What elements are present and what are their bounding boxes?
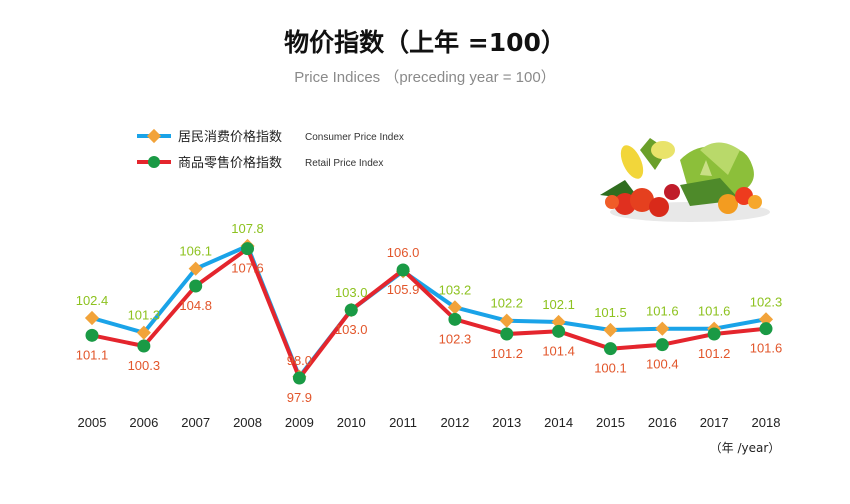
rpi-data-label-2007-below: 104.8	[179, 298, 212, 313]
rpi-point-2006	[137, 339, 151, 353]
legend: 居民消费价格指数 Consumer Price Index 商品零售价格指数 R…	[137, 128, 404, 171]
rpi-point-2009	[292, 371, 306, 385]
cpi-point-2012	[447, 300, 462, 315]
rpi-data-label-2005-below: 101.1	[76, 347, 109, 362]
rpi-data-label-2008-below: 107.6	[231, 261, 264, 276]
rpi-data-label-2015-below: 100.1	[594, 361, 627, 376]
x-tick-2009: 2009	[285, 415, 314, 430]
rpi-point-2017	[707, 327, 721, 341]
rpi-data-label-2010-below: 103.0	[335, 322, 368, 337]
series-markers	[84, 238, 774, 385]
cpi-data-label-2012-above: 103.2	[439, 282, 472, 297]
rpi-point-2008	[241, 242, 255, 256]
x-tick-2010: 2010	[337, 415, 366, 430]
cpi-point-2005	[84, 310, 100, 326]
cpi-data-label-2015-above: 101.5	[594, 305, 627, 320]
legend-cpi-marker	[146, 128, 162, 144]
rpi-point-2018	[759, 322, 773, 336]
legend-rpi-label-en: Retail Price Index	[305, 158, 383, 169]
legend-cpi-label-en: Consumer Price Index	[305, 132, 404, 143]
cpi-data-label-2014-above: 102.1	[542, 297, 575, 312]
rpi-data-label-2016-below: 100.4	[646, 357, 679, 372]
cpi-data-label-2008-above: 107.8	[231, 221, 264, 236]
rpi-point-2011	[396, 263, 410, 277]
cpi-data-label-2010-above: 103.0	[335, 285, 368, 300]
chart-title-cn: 物价指数（上年 =100）	[284, 28, 566, 57]
rpi-data-label-2009-below: 97.9	[287, 390, 312, 405]
rpi-point-2015	[603, 342, 617, 356]
rpi-point-2013	[500, 327, 514, 341]
data-labels: 102.4 101.3 106.1 107.8 98.0 103.0 105.9 103.2 1…	[76, 221, 783, 405]
x-tick-2015: 2015	[596, 415, 625, 430]
x-axis-tick-labels: 2005 2006 2007 2008 2009 2010 2011 2012 2013 2014…	[78, 415, 781, 430]
rpi-data-label-2012-below: 102.3	[439, 331, 472, 346]
x-tick-2018: 2018	[752, 415, 781, 430]
cpi-point-2016	[655, 321, 670, 336]
legend-rpi-marker	[148, 156, 160, 168]
cpi-point-2006	[136, 325, 151, 340]
rpi-data-label-2011-below: 105.9	[387, 282, 420, 297]
legend-rpi-label-cn: 商品零售价格指数	[178, 155, 282, 171]
x-tick-2013: 2013	[492, 415, 521, 430]
rpi-point-2014	[552, 324, 566, 338]
rpi-point-2012	[448, 312, 462, 326]
x-axis-unit-label: （年 /year）	[710, 441, 781, 455]
cpi-data-label-2006-above: 101.3	[128, 308, 161, 323]
rpi-data-label-2009-above: 98.0	[287, 353, 312, 368]
cpi-point-2014	[551, 314, 566, 330]
cpi-data-label-2007-above: 106.1	[179, 244, 212, 259]
rpi-point-2005	[85, 328, 99, 342]
rpi-data-label-2006-below: 100.3	[128, 358, 161, 373]
chart-title-en: Price Indices （preceding year = 100）	[294, 69, 555, 86]
rpi-data-label-2018-below: 101.6	[750, 341, 783, 356]
x-tick-2017: 2017	[700, 415, 729, 430]
x-tick-2014: 2014	[544, 415, 573, 430]
x-tick-2006: 2006	[129, 415, 158, 430]
rpi-point-2016	[655, 338, 669, 352]
series-line-rpi	[90, 246, 768, 380]
rpi-data-label-2017-below: 101.2	[698, 346, 731, 361]
legend-item-rpi: 商品零售价格指数 Retail Price Index	[137, 155, 383, 171]
cpi-data-label-2017-above: 101.6	[698, 304, 731, 319]
cpi-data-label-2013-above: 102.2	[490, 296, 523, 311]
legend-cpi-label-cn: 居民消费价格指数	[178, 129, 282, 145]
cpi-point-2018	[758, 312, 774, 327]
vegetables-image	[600, 138, 770, 222]
cpi-point-2013	[499, 313, 514, 328]
rpi-data-label-2011-above: 106.0	[387, 245, 420, 260]
x-tick-2005: 2005	[78, 415, 107, 430]
cpi-point-2015	[603, 322, 618, 338]
series-lines	[90, 244, 768, 380]
cpi-data-label-2016-above: 101.6	[646, 304, 679, 319]
x-tick-2011: 2011	[389, 415, 417, 430]
series-line-cpi	[90, 244, 768, 379]
cpi-point-2007	[188, 261, 203, 276]
legend-item-cpi: 居民消费价格指数 Consumer Price Index	[137, 128, 404, 145]
cpi-data-label-2005-above: 102.4	[76, 293, 109, 308]
x-tick-2007: 2007	[181, 415, 210, 430]
rpi-point-2010	[344, 303, 358, 317]
x-tick-2008: 2008	[233, 415, 262, 430]
x-tick-2016: 2016	[648, 415, 677, 430]
x-tick-2012: 2012	[440, 415, 469, 430]
rpi-data-label-2013-below: 101.2	[490, 346, 523, 361]
rpi-data-label-2014-below: 101.4	[542, 343, 575, 358]
cpi-data-label-2018-above: 102.3	[750, 294, 783, 309]
rpi-point-2007	[189, 279, 203, 293]
